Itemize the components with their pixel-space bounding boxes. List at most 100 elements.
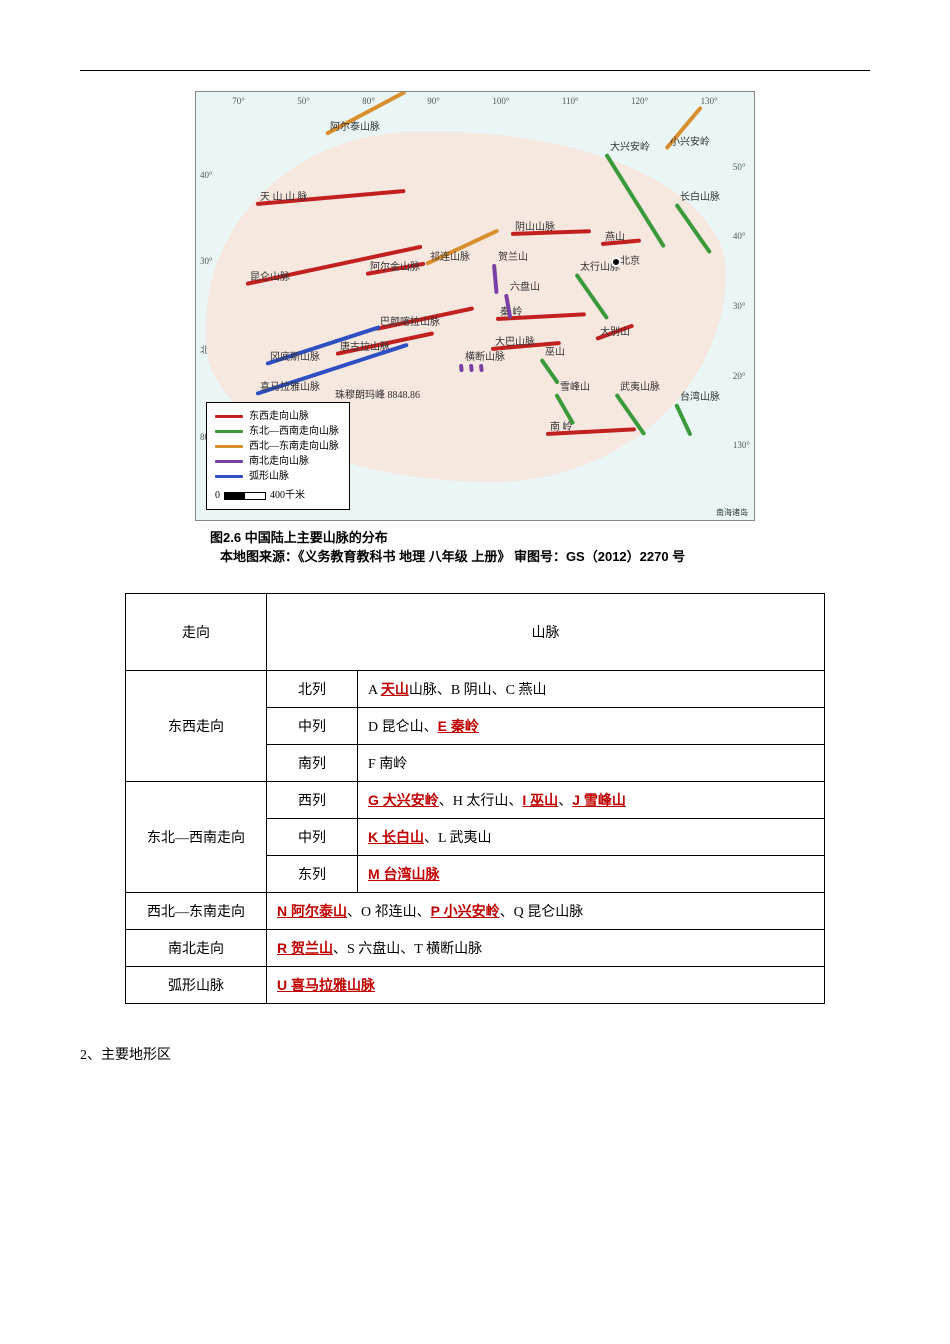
table-row: 东西走向北列A 天山山脉、B 阴山、C 燕山 (126, 671, 825, 708)
fig-number: 图2.6 (210, 530, 241, 545)
keyword: P 小兴安岭 (431, 903, 500, 919)
figure-source: 本地图来源：《义务教育教科书 地理 八年级 上册》 审图号：GS（2012）22… (220, 546, 870, 565)
direction-cell: 南北走向 (126, 930, 267, 967)
direction-cell: 东北—西南走向 (126, 782, 267, 893)
cell-text: 、S 六盘山、T 横断山脉 (333, 942, 482, 957)
mountain-range-line (459, 364, 464, 372)
mountain-table: 走向 山脉 东西走向北列A 天山山脉、B 阴山、C 燕山中列D 昆仑山、E 秦岭… (125, 593, 825, 1004)
lon-label: 120° (631, 96, 648, 106)
table-cell: D 昆仑山、E 秦岭 (358, 708, 825, 745)
direction-cell: 西北—东南走向 (126, 893, 267, 930)
table-row: 东北—西南走向西列G 大兴安岭、H 太行山、I 巫山、J 雪峰山 (126, 782, 825, 819)
table-cell: R 贺兰山、S 六盘山、T 横断山脉 (267, 930, 825, 967)
scale-zero: 0 (215, 488, 220, 503)
cell-text: 、 (558, 794, 572, 809)
mountain-range-label: 南 岭 (550, 418, 573, 433)
map-latitudes-right: 50°40°30°20°130° (731, 92, 752, 520)
table-row: 弧形山脉 U 喜马拉雅山脉 (126, 967, 825, 1004)
mountain-range-line (674, 403, 692, 436)
table-cell: U 喜马拉雅山脉 (267, 967, 825, 1004)
mountain-range-label: 喜马拉雅山脉 (260, 378, 320, 393)
table-cell: N 阿尔泰山、O 祁连山、P 小兴安岭、Q 昆仑山脉 (267, 893, 825, 930)
subcol-cell: 北列 (267, 671, 358, 708)
mountain-range-label: 雪峰山 (560, 378, 590, 393)
legend-swatch (215, 475, 243, 478)
keyword: U 喜马拉雅山脉 (277, 977, 375, 993)
table-cell: K 长白山、L 武夷山 (358, 819, 825, 856)
legend-label: 南北走向山脉 (249, 454, 309, 469)
fig-title: 中国陆上主要山脉的分布 (245, 530, 388, 545)
table-cell: M 台湾山脉 (358, 856, 825, 893)
mountain-range-label: 小兴安岭 (670, 133, 710, 148)
mountain-range-line (469, 364, 474, 372)
mountain-range-label: 大别山 (600, 323, 630, 338)
subcol-cell: 中列 (267, 819, 358, 856)
scale-bar-graphic (224, 492, 266, 500)
lon-label: 110° (562, 96, 579, 106)
cell-text: 、O 祁连山、 (347, 905, 431, 920)
lat-label: 20° (733, 371, 750, 381)
mountain-range-label: 祁连山脉 (430, 248, 470, 263)
keyword: J 雪峰山 (572, 792, 626, 808)
mountain-range-label: 昆仑山脉 (250, 268, 290, 283)
cell-text: 、L 武夷山 (424, 831, 492, 846)
mountain-range-label: 天 山 山 脉 (260, 188, 308, 203)
map-legend: 东西走向山脉东北—西南走向山脉西北—东南走向山脉南北走向山脉弧形山脉 0 400… (206, 402, 350, 510)
lon-label: 130° (701, 96, 718, 106)
lat-label: 130° (733, 440, 750, 450)
mountain-range-label: 贺兰山 (498, 248, 528, 263)
mountain-range-label: 燕山 (605, 228, 625, 243)
mountain-range-label: 大巴山脉 (495, 333, 535, 348)
legend-swatch (215, 430, 243, 433)
lon-label: 80° (362, 96, 375, 106)
keyword: M 台湾山脉 (368, 866, 440, 882)
legend-row: 东西走向山脉 (215, 409, 339, 424)
cell-text: 山脉、B 阴山、C 燕山 (409, 683, 547, 698)
subcol-cell: 西列 (267, 782, 358, 819)
cell-text: F 南岭 (368, 757, 407, 772)
top-rule (80, 70, 870, 71)
mountain-range-label: 巴颜喀拉山脉 (380, 313, 440, 328)
cell-text: 、H 太行山、 (439, 794, 523, 809)
inset-label: 南海诸岛 (716, 507, 748, 518)
legend-row: 东北—西南走向山脉 (215, 424, 339, 439)
th-direction: 走向 (126, 594, 267, 671)
table-cell: G 大兴安岭、H 太行山、I 巫山、J 雪峰山 (358, 782, 825, 819)
subcol-cell: 南列 (267, 745, 358, 782)
direction-cell: 弧形山脉 (126, 967, 267, 1004)
direction-cell: 东西走向 (126, 671, 267, 782)
cell-text: D 昆仑山、 (368, 720, 438, 735)
mountain-range-label: 珠穆朗玛峰 8848.86 (335, 386, 420, 401)
cell-text: A (368, 683, 381, 698)
table-header-row: 走向 山脉 (126, 594, 825, 671)
lat-label: 30° (733, 301, 750, 311)
legend-row: 弧形山脉 (215, 469, 339, 484)
table-row: 南北走向R 贺兰山、S 六盘山、T 横断山脉 (126, 930, 825, 967)
scale-label: 400千米 (270, 488, 305, 503)
mountain-range-label: 台湾山脉 (680, 388, 720, 403)
legend-swatch (215, 415, 243, 418)
lat-label: 40° (200, 170, 236, 180)
lon-label: 100° (492, 96, 509, 106)
subheading: 2、主要地形区 (80, 1044, 870, 1064)
mountain-range-line (479, 364, 484, 372)
legend-label: 弧形山脉 (249, 469, 289, 484)
map-figure: 70°50°80°90°100°110°120°130° 40°30°北回归线8… (195, 91, 755, 521)
keyword: K 长白山 (368, 829, 424, 845)
subcol-cell: 中列 (267, 708, 358, 745)
legend-row: 南北走向山脉 (215, 454, 339, 469)
legend-swatch (215, 445, 243, 448)
keyword: 天山 (381, 681, 409, 697)
legend-label: 东西走向山脉 (249, 409, 309, 424)
keyword: I 巫山 (522, 792, 558, 808)
th-ranges: 山脉 (267, 594, 825, 671)
mountain-range-label: 阿尔泰山脉 (330, 118, 380, 133)
mountain-range-label: 阴山山脉 (515, 218, 555, 233)
figure-caption: 图2.6 中国陆上主要山脉的分布 (210, 527, 870, 546)
scale-bar: 0 400千米 (215, 488, 339, 503)
lat-label: 40° (733, 231, 750, 241)
keyword: G 大兴安岭 (368, 792, 439, 808)
cell-text: 、Q 昆仑山脉 (500, 905, 584, 920)
keyword: E 秦岭 (438, 718, 479, 734)
keyword: R 贺兰山 (277, 940, 333, 956)
